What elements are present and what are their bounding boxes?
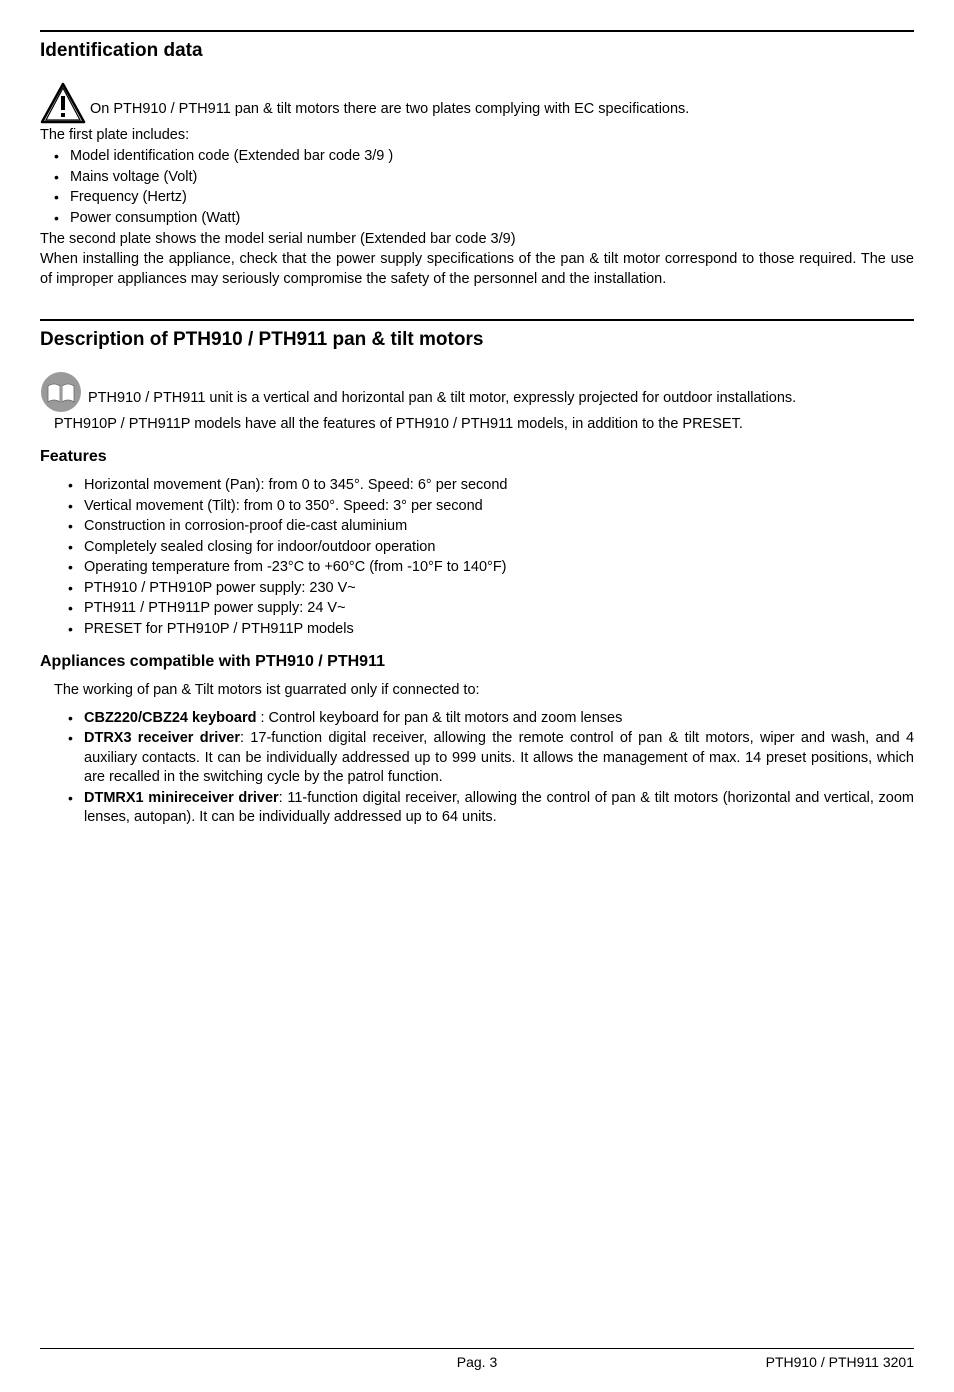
footer-page: Pag. 3: [240, 1353, 714, 1372]
compat-list: CBZ220/CBZ24 keyboard : Control keyboard…: [54, 709, 914, 828]
list-item: PRESET for PTH910P / PTH911P models: [54, 620, 914, 640]
footer-doc: PTH910 / PTH911 3201: [714, 1353, 914, 1372]
features-list: Horizontal movement (Pan): from 0 to 345…: [54, 476, 914, 640]
compat-item-bold: DTRX3 receiver driver: [84, 730, 240, 746]
section2-icon-text: PTH910 / PTH911 unit is a vertical and h…: [88, 389, 796, 413]
section1-icon-text: On PTH910 / PTH911 pan & tilt motors the…: [90, 100, 689, 124]
section1-p1: The first plate includes:: [40, 126, 914, 146]
list-item: Vertical movement (Tilt): from 0 to 350°…: [54, 497, 914, 517]
list-item: PTH911 / PTH911P power supply: 24 V~: [54, 599, 914, 619]
section1-bullets: Model identification code (Extended bar …: [40, 147, 914, 228]
list-item: Power consumption (Watt): [40, 209, 914, 229]
section2-rule: [40, 319, 914, 321]
list-item: Completely sealed closing for indoor/out…: [54, 538, 914, 558]
list-item: Mains voltage (Volt): [40, 168, 914, 188]
section2-icon-row: PTH910 / PTH911 unit is a vertical and h…: [40, 371, 914, 413]
compat-item-text: : Control keyboard for pan & tilt motors…: [256, 710, 622, 726]
top-rule: [40, 30, 914, 32]
compat-heading: Appliances compatible with PTH910 / PTH9…: [40, 651, 914, 673]
list-item: DTRX3 receiver driver: 17-function digit…: [54, 729, 914, 788]
compat-item-bold: DTMRX1 minireceiver driver: [84, 790, 279, 806]
list-item: Construction in corrosion-proof die-cast…: [54, 517, 914, 537]
section1-icon-row: On PTH910 / PTH911 pan & tilt motors the…: [40, 82, 914, 124]
compat-intro: The working of pan & Tilt motors ist gua…: [54, 681, 914, 701]
features-heading: Features: [40, 446, 914, 468]
section1-p2: The second plate shows the model serial …: [40, 230, 914, 250]
section2-title: Description of PTH910 / PTH911 pan & til…: [40, 327, 914, 353]
list-item: Model identification code (Extended bar …: [40, 147, 914, 167]
compat-item-bold: CBZ220/CBZ24 keyboard: [84, 710, 256, 726]
footer-rule: [40, 1348, 914, 1349]
page-footer: Pag. 3 PTH910 / PTH911 3201: [40, 1348, 914, 1372]
list-item: Frequency (Hertz): [40, 188, 914, 208]
list-item: PTH910 / PTH910P power supply: 230 V~: [54, 579, 914, 599]
book-icon: [40, 371, 82, 413]
section2-p1: PTH910P / PTH911P models have all the fe…: [40, 415, 914, 435]
warning-triangle-icon: [40, 82, 86, 124]
list-item: DTMRX1 minireceiver driver: 11-function …: [54, 789, 914, 828]
section1-title: Identification data: [40, 38, 914, 64]
list-item: Horizontal movement (Pan): from 0 to 345…: [54, 476, 914, 496]
list-item: Operating temperature from -23°C to +60°…: [54, 558, 914, 578]
section1-p3: When installing the appliance, check tha…: [40, 250, 914, 289]
list-item: CBZ220/CBZ24 keyboard : Control keyboard…: [54, 709, 914, 729]
